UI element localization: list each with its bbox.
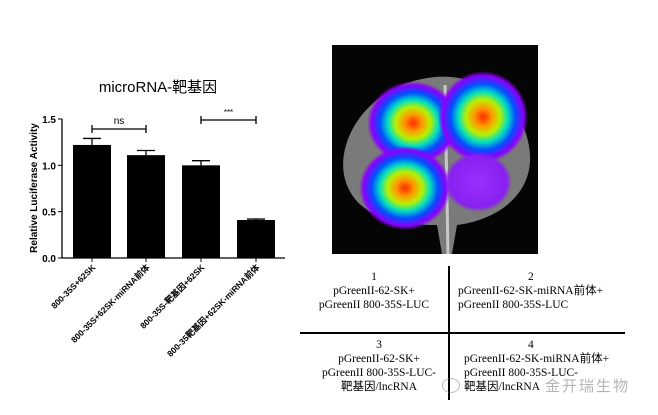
- y-tick-label: 1.5: [42, 115, 56, 126]
- cell-line: pGreenII-62-SK+: [333, 285, 415, 297]
- cell-line: pGreenII-62-SK+: [338, 353, 420, 365]
- table-divider-horizontal: [300, 332, 625, 334]
- cell-line: pGreenII-62-SK-miRNA前体+: [458, 285, 604, 297]
- bar-chart: microRNA-靶基因 Relative Luciferase Activity…: [29, 79, 285, 359]
- cell-line: pGreenII 800-35S-LUC: [458, 299, 569, 311]
- cell-line: 靶基因/lncRNA: [340, 381, 418, 393]
- bar: [127, 155, 165, 258]
- bar: [73, 144, 111, 258]
- table-cell-1: 1 pGreenII-62-SK+ pGreenII 800-35S-LUC: [300, 270, 448, 312]
- x-tick-label: 800-35靶基因+62SK-miRNA前体: [165, 262, 262, 359]
- y-tick-label: 0.5: [42, 208, 56, 219]
- table-cell-4: 4 pGreenII-62-SK-miRNA前体+ pGreenII 800-3…: [464, 338, 654, 394]
- y-axis-label: Relative Luciferase Activity: [29, 123, 40, 253]
- cell-number: 2: [528, 271, 534, 283]
- chart-title: microRNA-靶基因: [99, 79, 217, 96]
- table-cell-3: 3 pGreenII-62-SK+ pGreenII 800-35S-LUC- …: [305, 338, 453, 394]
- watermark: 金开瑞生物: [545, 378, 631, 395]
- cell-line: pGreenII 800-35S-LUC: [318, 299, 430, 311]
- y-tick-label: 1.0: [42, 161, 56, 172]
- cell-number: 3: [376, 339, 382, 351]
- cell-number: 4: [528, 339, 534, 351]
- cell-line: 靶基因/lncRNA: [464, 381, 541, 393]
- bar: [182, 165, 220, 258]
- cell-line: pGreenII 800-35S-LUC-: [464, 367, 579, 379]
- significance-label: ns: [114, 116, 125, 127]
- cell-number: 1: [371, 271, 377, 283]
- significance-label: ***: [224, 108, 233, 117]
- x-tick-label: 800-35S+62SK: [49, 262, 98, 311]
- table-cell-2: 2 pGreenII-62-SK-miRNA前体+ pGreenII 800-3…: [458, 270, 648, 312]
- y-tick-label: 0.0: [42, 254, 56, 265]
- cell-line: pGreenII 800-35S-LUC-: [321, 367, 436, 379]
- cell-line: pGreenII-62-SK-miRNA前体+: [464, 353, 610, 365]
- bar: [237, 220, 275, 258]
- wechat-icon: [442, 378, 460, 393]
- luciferase-leaf-image: [332, 45, 538, 254]
